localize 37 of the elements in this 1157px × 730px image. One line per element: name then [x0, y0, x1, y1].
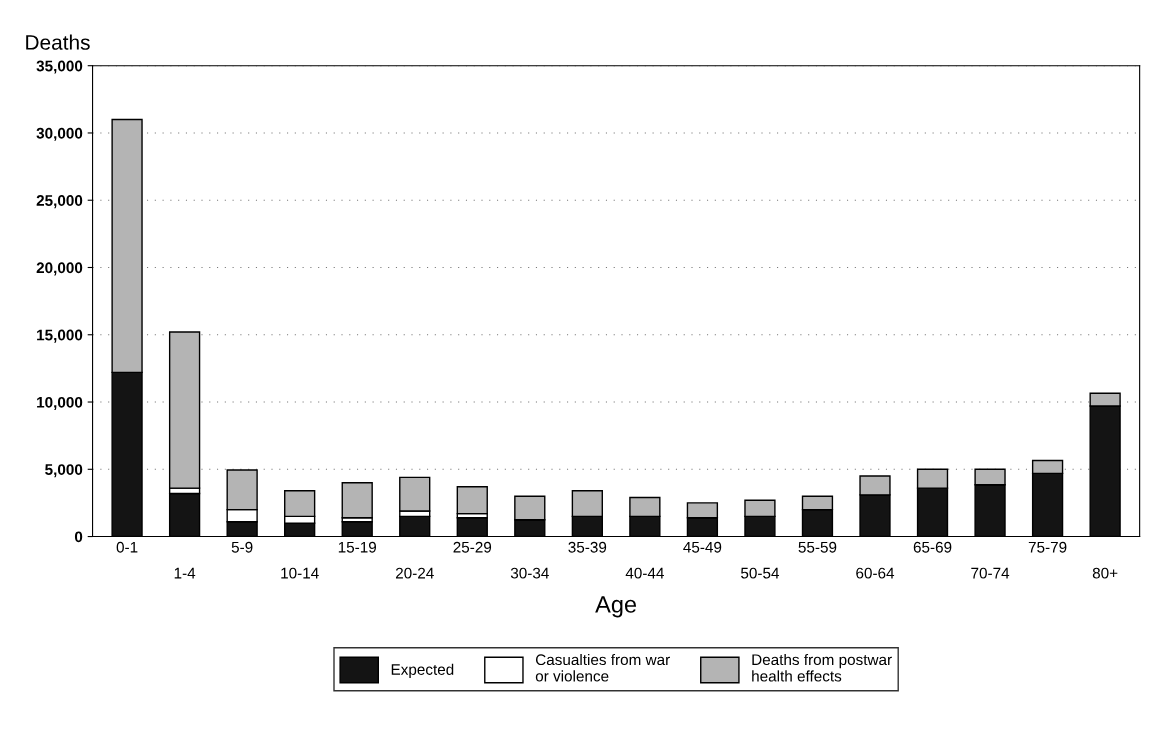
y-tick-label: 35,000 [36, 60, 83, 74]
x-tick-label: 70-74 [971, 567, 1010, 579]
x-tick-label: 25-29 [453, 541, 492, 553]
y-tick-label: 20,000 [36, 262, 83, 276]
legend-label: Deaths from postwar health effects [752, 653, 892, 682]
bar [399, 515, 431, 537]
x-tick-label: 50-54 [741, 567, 780, 579]
y-tick-label: 10,000 [37, 396, 83, 410]
x-tick-label: 20-24 [395, 567, 434, 579]
y-tick-label: 5,000 [45, 464, 83, 478]
x-tick-label: 0-1 [116, 541, 138, 553]
x-tick-label: 15-19 [338, 541, 377, 553]
y-tick-label: 0 [74, 531, 83, 543]
legend-label: Expected [391, 663, 454, 678]
bar [341, 482, 373, 519]
x-tick-label: 60-64 [856, 567, 895, 579]
x-tick-label: 40-44 [625, 567, 664, 579]
x-tick-label: 10-14 [281, 567, 319, 579]
x-tick-label: 5-9 [231, 541, 253, 553]
x-tick-label: 65-69 [913, 541, 952, 553]
x-tick-label: 1-4 [174, 567, 196, 579]
y-tick-label: 30,000 [36, 127, 83, 141]
x-tick-label: 30-34 [510, 567, 549, 579]
legend-label: Casualties from war or violence [535, 653, 670, 682]
x-tick-label: 80+ [1092, 567, 1118, 579]
x-tick-label: 45-49 [683, 541, 722, 553]
y-axis-title: Deaths [26, 34, 90, 50]
bar [456, 517, 488, 537]
x-axis-title: Age [595, 596, 637, 618]
bar [456, 486, 488, 515]
x-tick-label: 75-79 [1028, 541, 1067, 553]
y-tick-label: 25,000 [36, 195, 83, 209]
x-tick-label: 35-39 [568, 541, 607, 553]
bar [168, 492, 201, 537]
y-tick-label: 15,000 [37, 329, 83, 343]
bar [341, 521, 373, 537]
x-tick-label: 55-59 [798, 541, 837, 553]
